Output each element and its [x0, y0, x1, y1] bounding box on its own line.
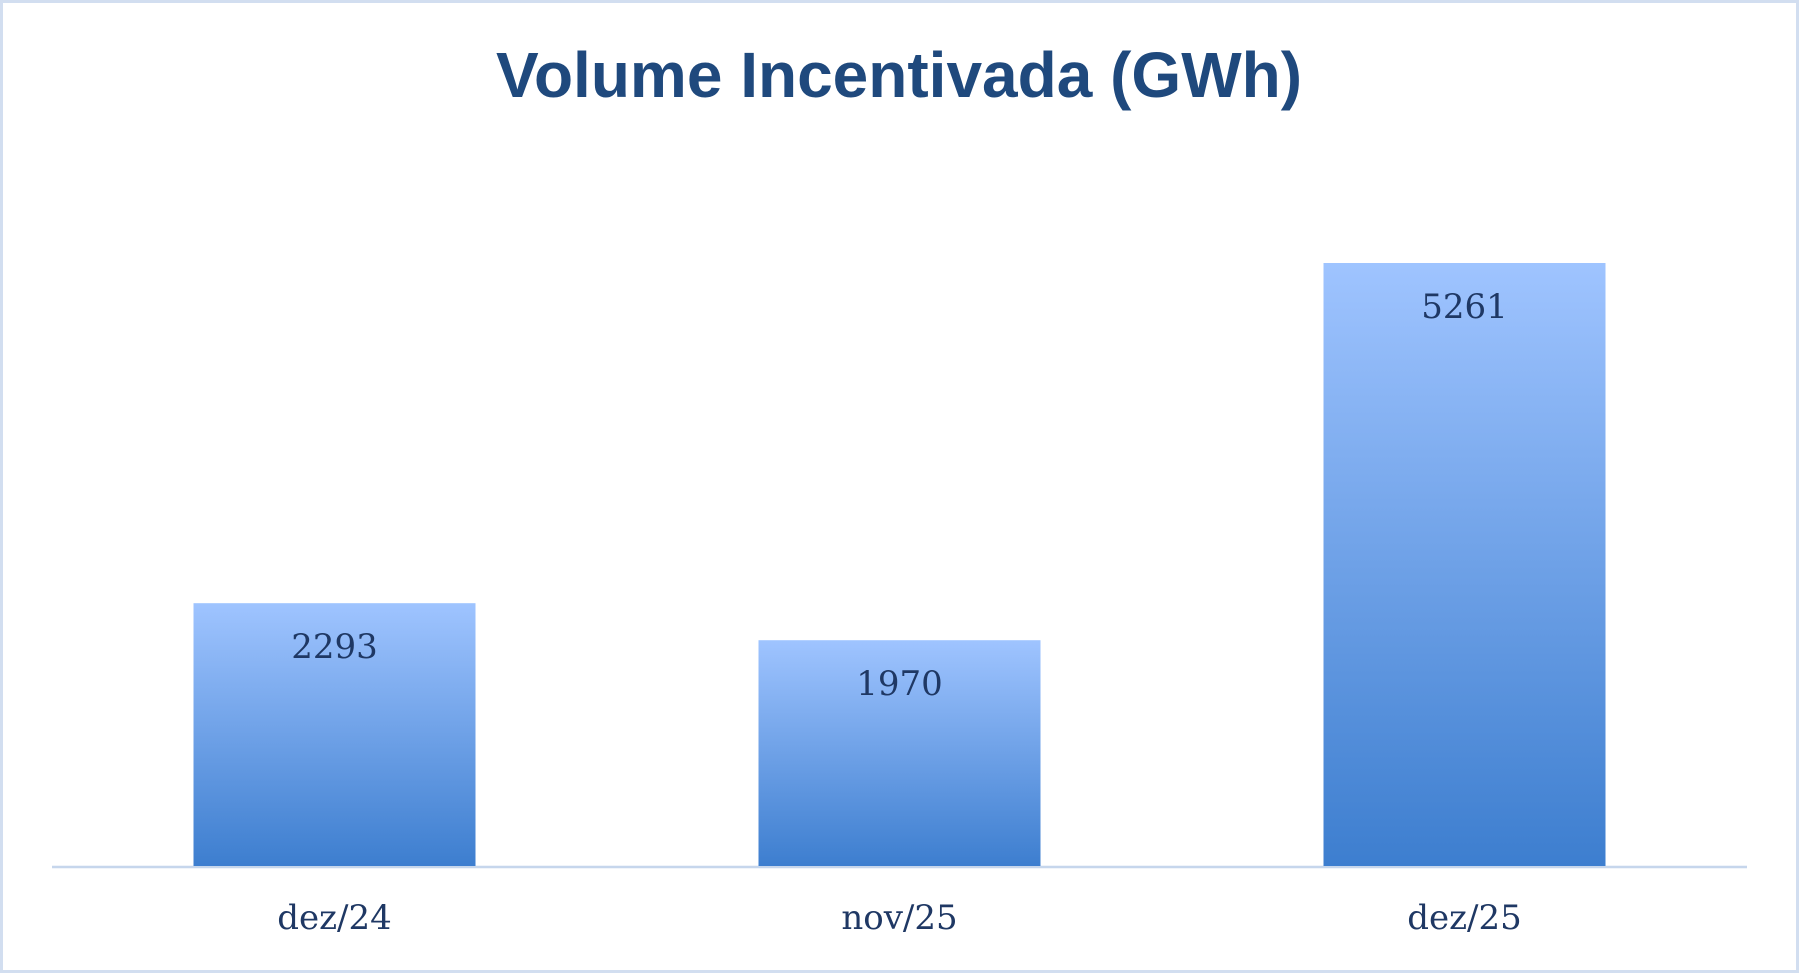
x-tick-label: dez/24 — [277, 898, 392, 938]
x-tick-label: nov/25 — [841, 898, 957, 938]
chart-title: Volume Incentivada (GWh) — [496, 39, 1302, 111]
bar — [758, 640, 1041, 866]
bar — [193, 603, 476, 866]
data-label: 1970 — [856, 664, 943, 704]
data-label: 2293 — [291, 627, 378, 667]
data-label: 5261 — [1421, 287, 1508, 327]
bar — [1323, 263, 1606, 866]
x-tick-label: dez/25 — [1407, 898, 1522, 938]
